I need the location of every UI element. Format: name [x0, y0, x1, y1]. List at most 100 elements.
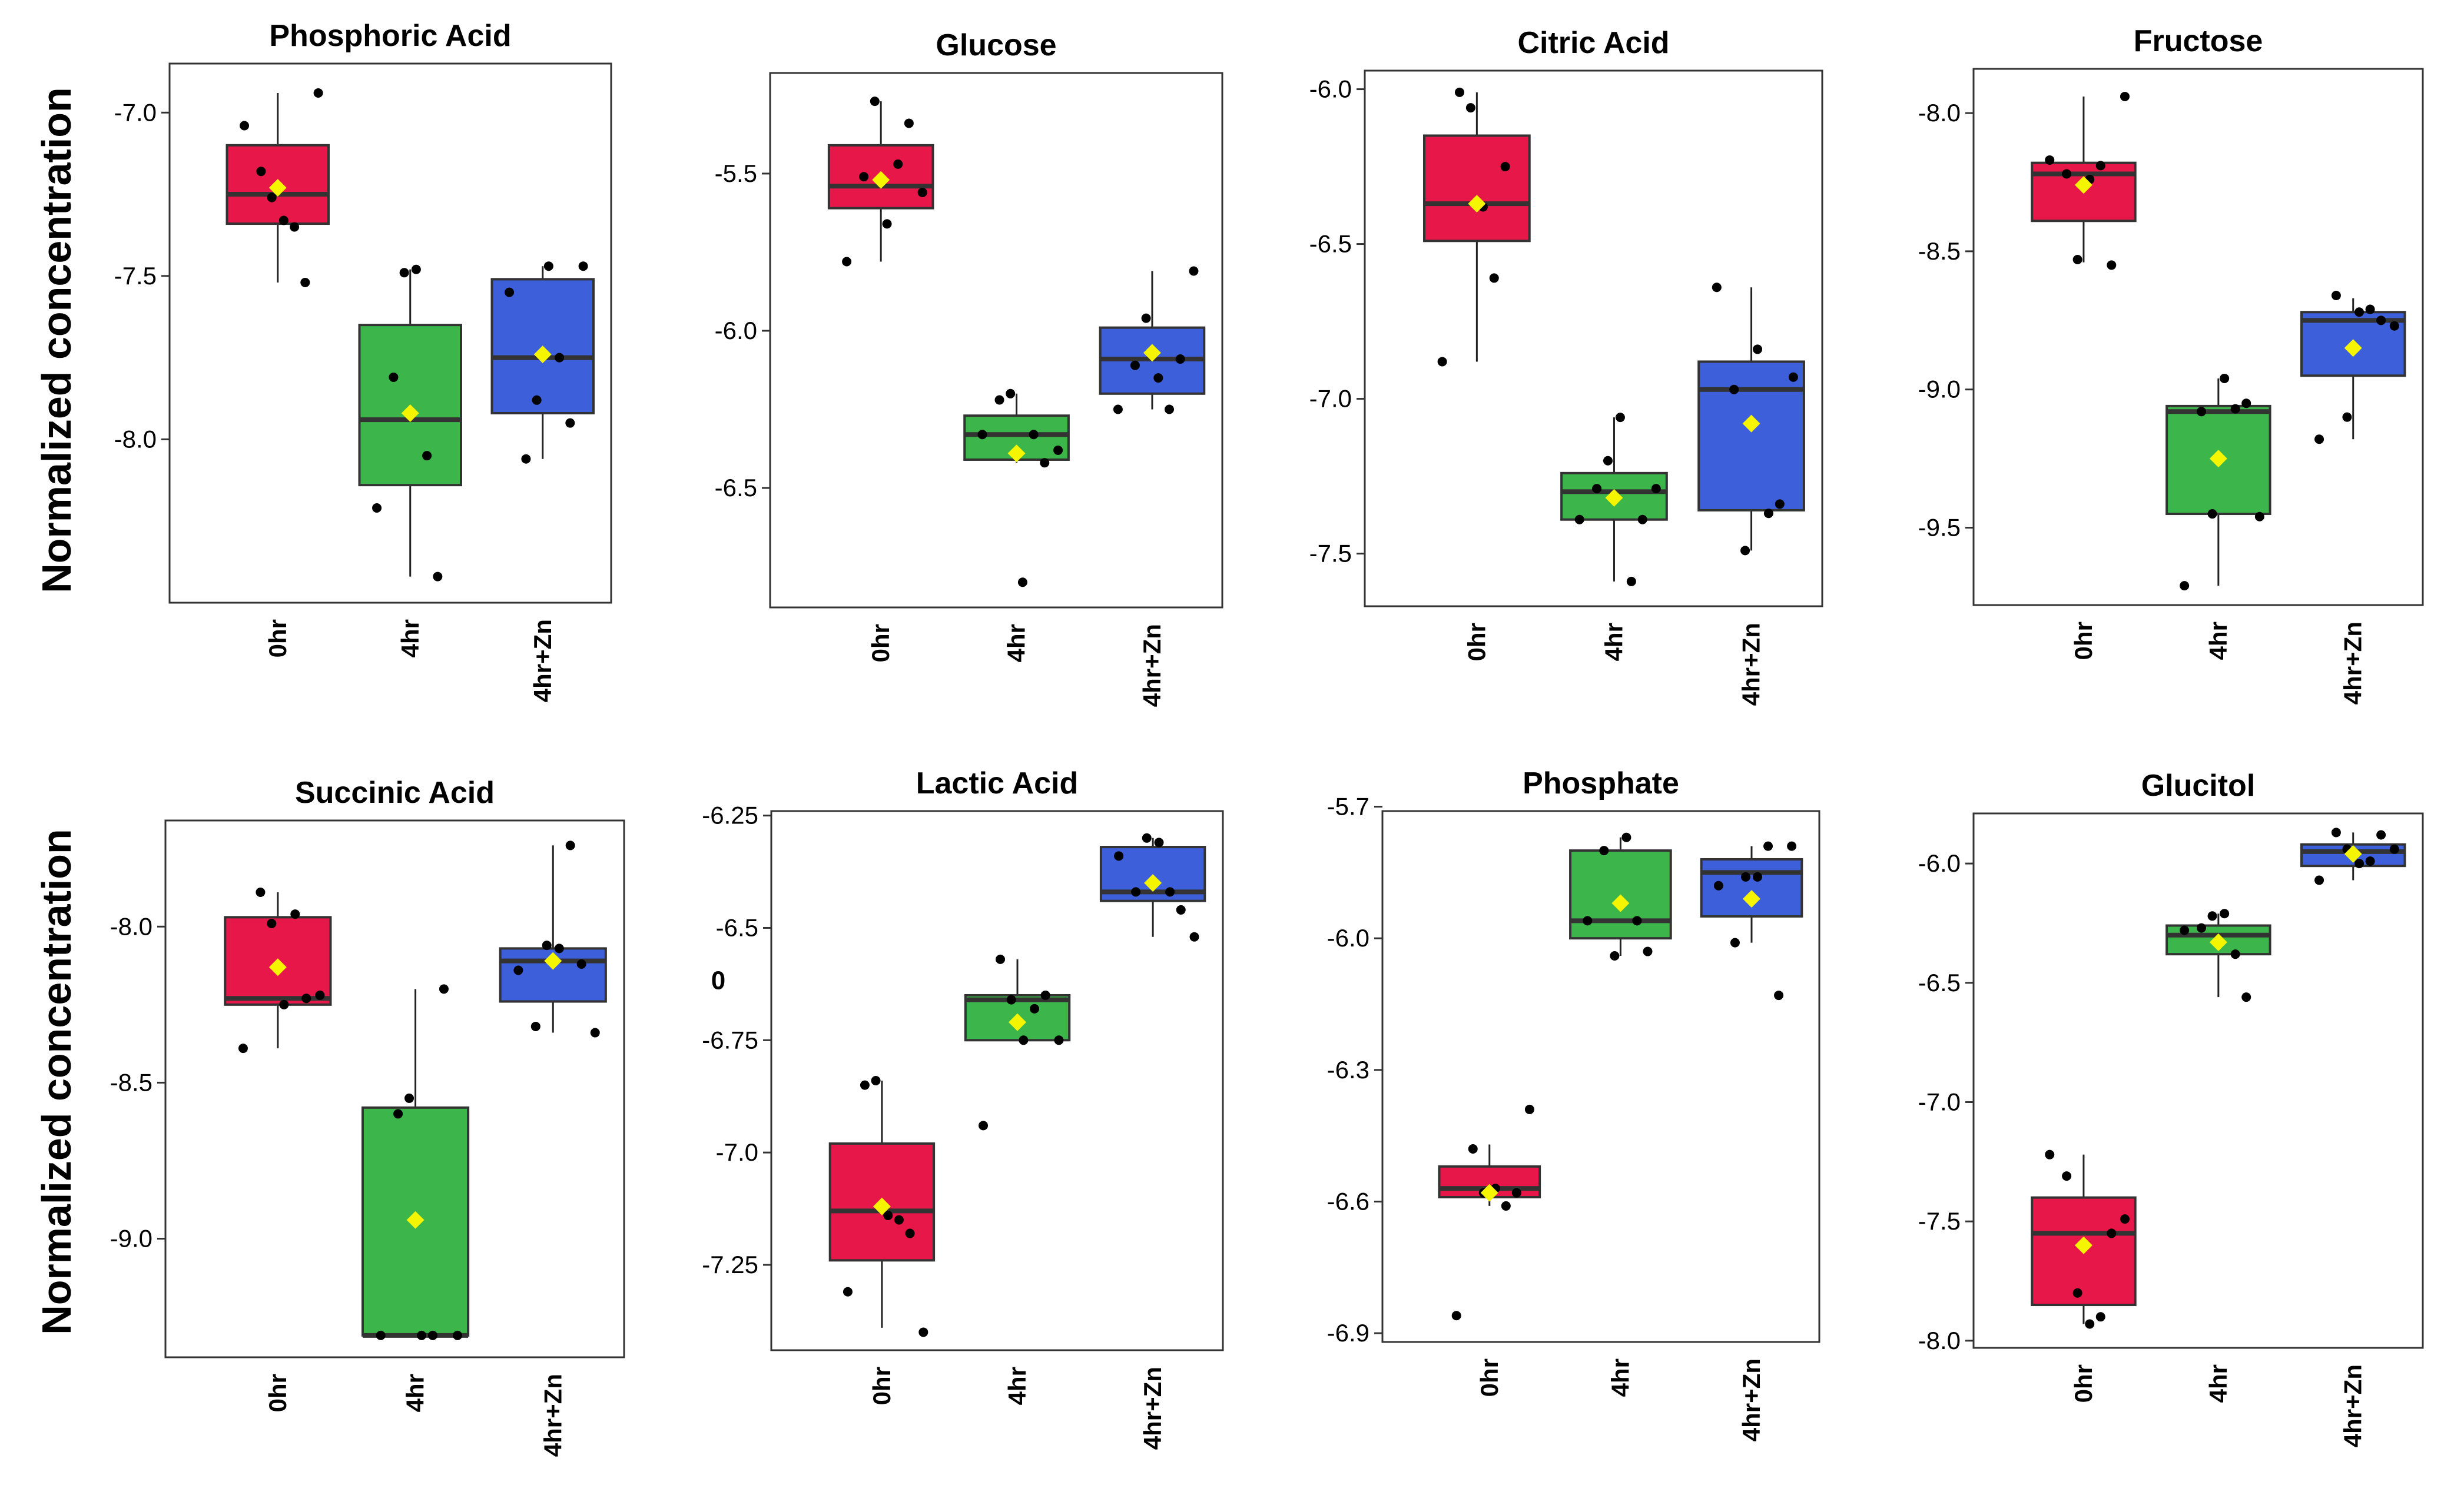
panel-2: Citric Acid -6.0 -6.5 -7.0 -7.5 0hr 4hr 4hr+Zn: [1309, 26, 1823, 706]
data-point: [1451, 1311, 1461, 1321]
y-tick-label: -8.0: [114, 425, 157, 453]
data-point: [2230, 949, 2240, 959]
data-point: [2365, 856, 2375, 866]
y-tick-label: -6.3: [1327, 1056, 1369, 1084]
data-point: [1040, 990, 1050, 1000]
data-point: [372, 503, 382, 513]
plot-frame: [1972, 812, 2424, 1349]
box-0hr: [828, 1076, 936, 1337]
box-4hr+Zn: [490, 261, 595, 464]
data-point: [2207, 509, 2217, 519]
data-point: [2314, 434, 2324, 444]
data-point: [2045, 1150, 2055, 1160]
mean-marker: [1611, 894, 1630, 912]
y-tick-label: -7.0: [114, 98, 157, 126]
data-point: [389, 372, 399, 382]
box-4hr+Zn: [1697, 283, 1805, 556]
panel-7: Glucitol -6.0 -6.5 -7.0 -7.5 -8.0 0hr 4hr 4hr+Zn: [1918, 769, 2424, 1447]
panel-title: Succinic Acid: [295, 776, 495, 810]
data-point: [1153, 373, 1163, 383]
y-tick-label: -8.5: [110, 1068, 152, 1096]
y-tick-label: -5.7: [1327, 793, 1369, 820]
mean-marker: [1468, 195, 1486, 213]
mean-marker: [2209, 933, 2227, 951]
data-point: [404, 1093, 414, 1103]
category-label: 0hr: [264, 1374, 291, 1412]
box-rect: [964, 994, 1071, 1042]
data-point: [578, 261, 588, 271]
box-rect: [1697, 360, 1805, 511]
data-point: [977, 430, 987, 440]
data-point: [2180, 581, 2190, 591]
y-tick-label: -6.0: [1918, 849, 1961, 877]
data-point: [1130, 360, 1140, 370]
data-point: [1713, 881, 1723, 891]
panel-title: Glucose: [936, 28, 1056, 62]
box-0hr: [1423, 87, 1531, 367]
category-label: 4hr: [396, 619, 424, 657]
mean-marker: [1007, 444, 1026, 463]
plot-frame: [164, 819, 625, 1358]
category-label: 4hr: [1003, 624, 1030, 662]
data-point: [917, 187, 927, 197]
data-point: [1189, 932, 1199, 942]
mean-marker: [2344, 845, 2362, 863]
y-tick-label: -5.5: [715, 160, 757, 187]
data-point: [1141, 313, 1151, 323]
data-point: [1637, 514, 1647, 524]
data-point: [2354, 307, 2364, 317]
y-tick-label: -8.5: [1918, 237, 1961, 265]
data-point: [532, 395, 542, 405]
data-point: [565, 840, 575, 851]
category-label: 0hr: [264, 619, 291, 657]
data-point: [1131, 887, 1141, 897]
data-point: [1164, 404, 1174, 414]
panel-annotation: 0: [711, 966, 725, 995]
data-point: [238, 1044, 248, 1054]
data-point: [2107, 1228, 2117, 1238]
y-tick-label: -6.75: [702, 1026, 758, 1054]
data-point: [554, 943, 564, 954]
data-point: [376, 1330, 386, 1340]
data-point: [1189, 266, 1199, 276]
data-point: [894, 1215, 904, 1225]
box-4hr: [1560, 413, 1668, 586]
data-point: [2230, 404, 2240, 414]
mean-marker: [544, 952, 562, 970]
box-0hr: [225, 88, 330, 287]
data-point: [439, 984, 449, 994]
data-point: [1006, 388, 1016, 398]
data-point: [2220, 373, 2230, 383]
data-point: [1774, 991, 1784, 1001]
data-point: [1017, 577, 1027, 587]
data-point: [279, 999, 289, 1009]
data-point: [399, 268, 409, 278]
category-label: 4hr: [1600, 623, 1627, 661]
data-point: [1740, 546, 1750, 556]
data-point: [1574, 514, 1584, 524]
data-point: [428, 1330, 438, 1340]
mean-marker: [401, 404, 419, 423]
data-point: [2072, 255, 2082, 265]
mean-marker: [2074, 176, 2092, 194]
mean-marker: [872, 171, 890, 189]
data-point: [2254, 511, 2264, 521]
data-point: [1603, 456, 1613, 466]
data-point: [1730, 938, 1740, 948]
data-point: [1788, 372, 1798, 382]
data-point: [505, 287, 515, 297]
data-point: [313, 88, 323, 98]
data-point: [278, 215, 288, 225]
category-label: 0hr: [2070, 622, 2097, 660]
y-tick-label: -6.25: [702, 802, 758, 829]
data-point: [905, 1228, 915, 1238]
data-point: [1113, 404, 1123, 414]
data-point: [1465, 103, 1475, 113]
data-point: [290, 222, 300, 232]
y-tick-label: -6.5: [1918, 969, 1961, 996]
category-label: 0hr: [867, 624, 894, 662]
y-tick-label: -6.9: [1327, 1319, 1369, 1347]
panel-6: Phosphate -5.7 -6.0 -6.3 -6.6 -6.9 0hr 4hr 4hr+Z…: [1327, 766, 1820, 1441]
data-point: [2120, 91, 2130, 101]
